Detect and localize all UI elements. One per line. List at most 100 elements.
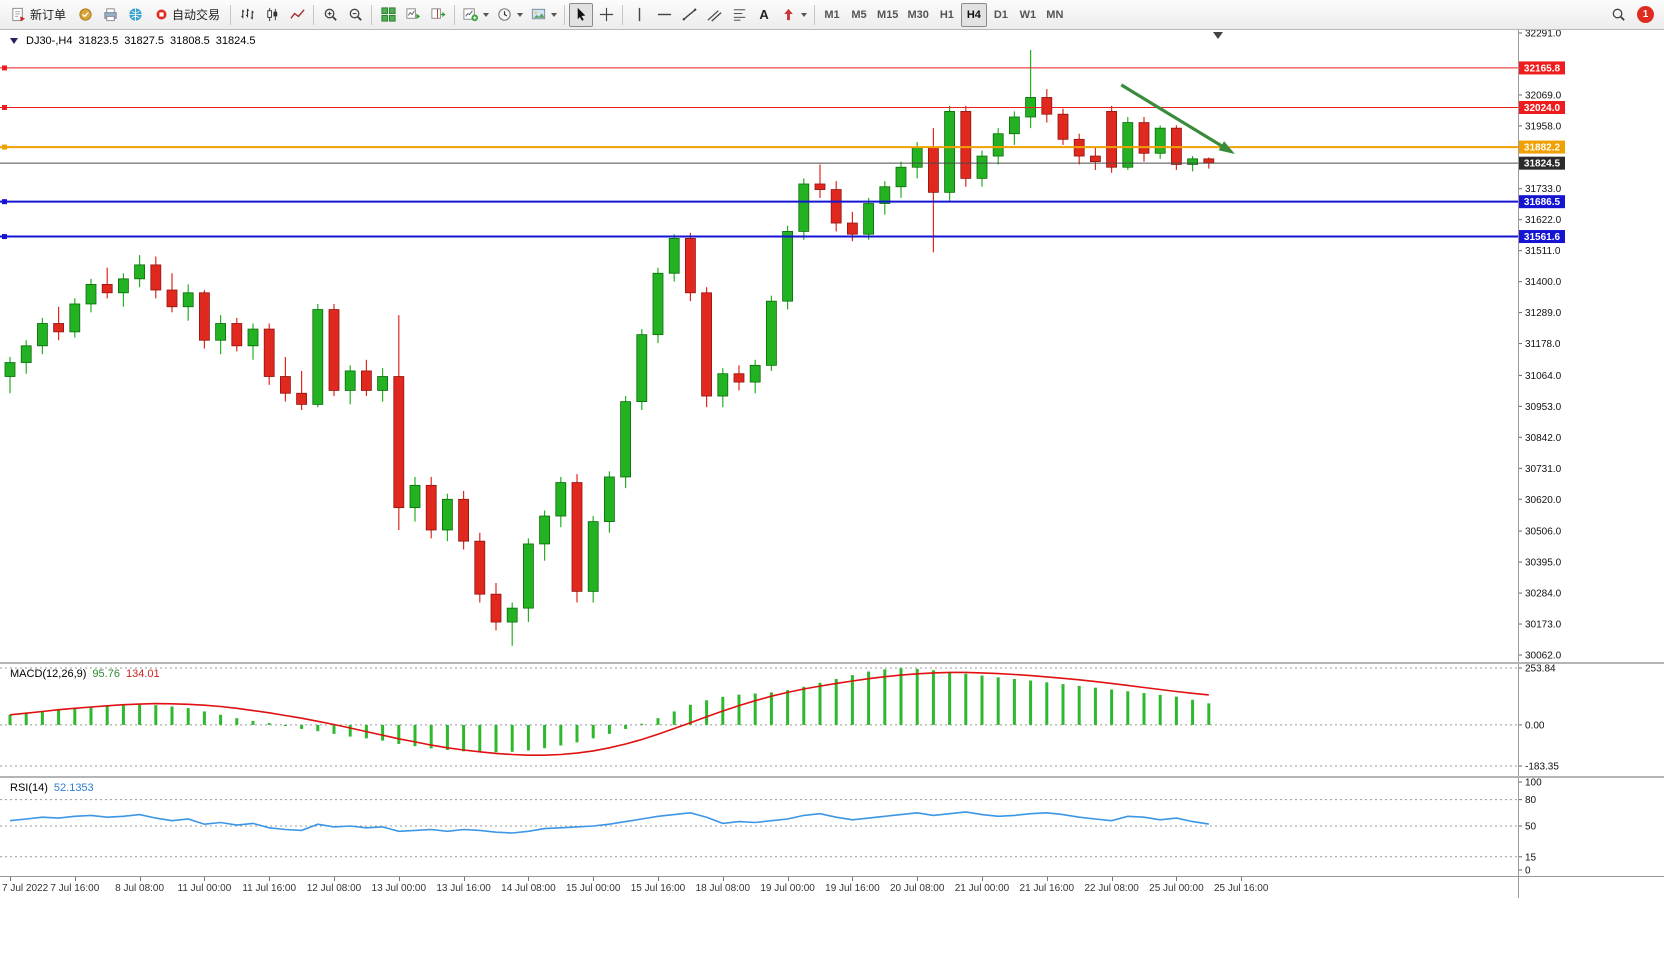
- macd-chart-canvas[interactable]: 253.84 0.00 -183.35: [0, 664, 1664, 776]
- symbol-expander-icon[interactable]: [10, 38, 18, 44]
- auto-trading-label: 自动交易: [172, 8, 221, 22]
- svg-text:30173.0: 30173.0: [1525, 620, 1562, 631]
- tile-windows-button[interactable]: [376, 3, 400, 27]
- text-tool-button[interactable]: A: [752, 3, 776, 27]
- svg-text:15: 15: [1525, 852, 1537, 863]
- price-chart-canvas[interactable]: 32291.0 32069.0 31958.0 31733.0 31622.0 31511…: [0, 30, 1664, 662]
- ohlc-close: 31824.5: [215, 35, 256, 47]
- chart-shift-button[interactable]: [426, 3, 450, 27]
- time-axis-tick: [334, 877, 335, 881]
- macd-signal-value: 134.01: [125, 668, 160, 680]
- time-axis-label: 20 Jul 08:00: [889, 883, 945, 894]
- timeframe-group: M1 M5 M15 M30 H1 H4 D1 W1 MN: [819, 2, 1068, 27]
- rsi-header: RSI(14) 52.1353: [10, 782, 94, 794]
- timeframe-m30-button[interactable]: M30: [907, 8, 929, 21]
- zoom-out-icon: [349, 8, 362, 21]
- search-button[interactable]: [1606, 3, 1630, 27]
- new-chart-button[interactable]: [459, 3, 492, 27]
- zoom-in-button[interactable]: [318, 3, 342, 27]
- candlestick-chart-button[interactable]: [260, 3, 284, 27]
- channel-button[interactable]: [702, 3, 726, 27]
- time-axis-label: 7 Jul 2022: [2, 883, 49, 894]
- svg-text:100: 100: [1525, 778, 1542, 789]
- chevron-down-icon: [801, 12, 808, 17]
- timeframe-m15-button[interactable]: M15: [877, 8, 899, 21]
- metaeditor-button[interactable]: [73, 3, 97, 27]
- toolbar-separator: [814, 4, 816, 25]
- timeframe-h1-button[interactable]: H1: [939, 8, 954, 21]
- toolbar-separator: [622, 4, 624, 25]
- crosshair-button[interactable]: [594, 3, 618, 27]
- text-tool-label: A: [759, 7, 769, 22]
- new-order-button[interactable]: 新订单: [4, 3, 72, 27]
- time-axis-label: 25 Jul 00:00: [1149, 883, 1204, 894]
- svg-text:31958.0: 31958.0: [1525, 121, 1562, 132]
- macd-header: MACD(12,26,9) 95.76 134.01: [10, 668, 160, 680]
- ohlc-open: 31823.5: [78, 35, 119, 47]
- time-axis-label: 22 Jul 08:00: [1084, 883, 1139, 894]
- trend-arrow[interactable]: [1120, 83, 1233, 154]
- arrow-object-icon: [784, 8, 793, 21]
- time-axis-tick: [852, 877, 854, 881]
- timeframe-w1-button[interactable]: W1: [1019, 8, 1037, 21]
- chart-shift-marker[interactable]: [1213, 32, 1223, 39]
- time-axis-tick: [10, 877, 11, 881]
- timeframe-m5-button[interactable]: M5: [851, 8, 867, 21]
- svg-text:30953.0: 30953.0: [1525, 402, 1562, 413]
- auto-scroll-icon: [405, 8, 420, 20]
- timeframe-d1-button[interactable]: D1: [993, 8, 1008, 21]
- macd-histogram: [8, 668, 1211, 753]
- fibonacci-button[interactable]: [727, 3, 751, 27]
- svg-text:-183.35: -183.35: [1525, 762, 1559, 773]
- trendline-button[interactable]: [677, 3, 701, 27]
- time-axis-tick: [1111, 877, 1113, 881]
- chart-symbol-header: DJ30-,H4 31823.5 31827.5 31808.5 31824.5: [10, 35, 256, 47]
- time-axis-label: 25 Jul 16:00: [1213, 883, 1269, 894]
- time-axis[interactable]: 7 Jul 2022 7 Jul 16:00 8 Jul 08:00 11 Jul 0…: [0, 876, 1664, 899]
- time-axis-label: 21 Jul 16:00: [1019, 883, 1075, 894]
- bar-chart-button[interactable]: [235, 3, 259, 27]
- templates-button[interactable]: [527, 3, 560, 27]
- timeframe-mn-button[interactable]: MN: [1046, 8, 1064, 21]
- toolbar-separator: [313, 4, 315, 25]
- vertical-line-button[interactable]: [627, 3, 651, 27]
- time-axis-label: 19 Jul 00:00: [760, 883, 815, 894]
- clock-icon: [498, 8, 511, 21]
- auto-trading-button[interactable]: 自动交易: [148, 3, 226, 27]
- time-axis-tick: [528, 877, 530, 881]
- toolbar-separator: [454, 4, 456, 25]
- cursor-button[interactable]: [569, 2, 594, 27]
- timeframe-m1-button[interactable]: M1: [824, 8, 840, 21]
- line-chart-button[interactable]: [285, 3, 309, 27]
- toolbar: 新订单 自动交易: [0, 0, 1664, 30]
- bar-chart-icon: [240, 8, 254, 20]
- search-icon: [1612, 8, 1625, 21]
- zoom-in-icon: [324, 8, 337, 21]
- horizontal-line-button[interactable]: [652, 3, 676, 27]
- auto-scroll-button[interactable]: [401, 3, 425, 27]
- time-axis-tick: [1046, 877, 1048, 881]
- community-button[interactable]: [123, 3, 147, 27]
- rsi-chart-canvas[interactable]: 100 80 50 15 0: [0, 778, 1664, 876]
- toolbar-separator: [564, 4, 566, 25]
- svg-text:31824.5: 31824.5: [1524, 159, 1561, 170]
- svg-text:31686.5: 31686.5: [1524, 197, 1561, 208]
- print-preview-button[interactable]: [98, 3, 122, 27]
- svg-text:31064.0: 31064.0: [1525, 371, 1562, 382]
- notification-badge[interactable]: 1: [1637, 6, 1654, 23]
- channel-icon: [707, 10, 722, 22]
- svg-text:30731.0: 30731.0: [1525, 464, 1562, 475]
- crosshair-icon: [599, 7, 613, 22]
- rsi-title: RSI(14): [10, 782, 48, 794]
- periods-button[interactable]: [493, 3, 526, 27]
- time-axis-tick: [74, 877, 76, 881]
- symbol-period-label: DJ30-,H4: [26, 35, 73, 47]
- panel-separator[interactable]: [0, 662, 1664, 664]
- zoom-out-button[interactable]: [343, 3, 367, 27]
- panel-separator[interactable]: [0, 776, 1664, 778]
- timeframe-h4-button[interactable]: H4: [960, 2, 987, 27]
- price-tag: [1519, 61, 1565, 75]
- new-order-label: 新订单: [30, 8, 67, 22]
- macd-title: MACD(12,26,9): [10, 668, 87, 680]
- arrows-tool-button[interactable]: [777, 3, 810, 27]
